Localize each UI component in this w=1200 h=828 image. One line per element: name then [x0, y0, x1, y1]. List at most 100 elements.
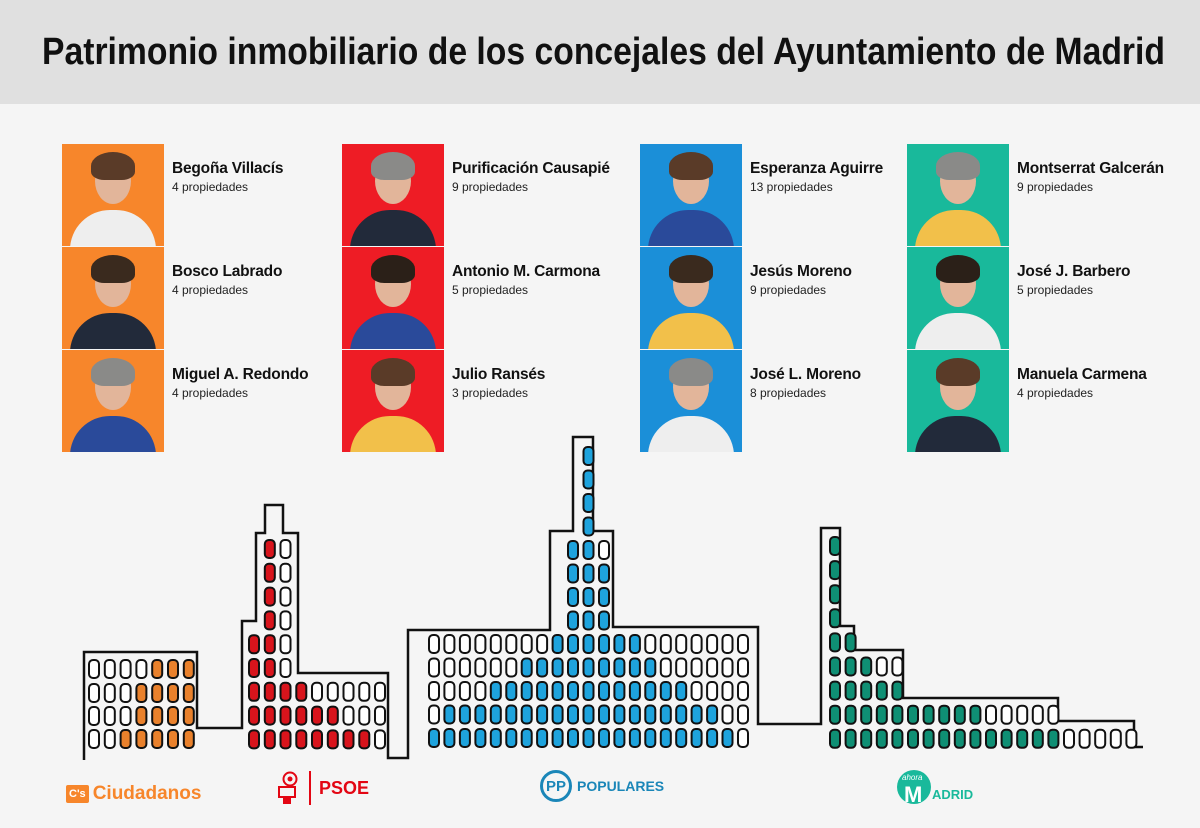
- window-filled: [151, 659, 164, 679]
- pp-building: [428, 446, 749, 748]
- window-empty: [644, 634, 657, 654]
- window-filled: [829, 560, 841, 581]
- window-empty: [489, 657, 502, 678]
- window-filled: [829, 680, 841, 701]
- councillor-photo: [62, 144, 164, 246]
- window-filled: [598, 681, 610, 701]
- window-filled: [263, 610, 276, 631]
- madrid-m-letter: M: [904, 782, 923, 807]
- window-empty: [1125, 728, 1138, 749]
- window-empty: [737, 634, 749, 654]
- councillor-name: Jesús Moreno: [750, 263, 852, 280]
- window-filled: [567, 728, 579, 748]
- window-filled: [443, 728, 456, 748]
- window-empty: [458, 681, 471, 701]
- window-filled: [582, 587, 595, 607]
- window-filled: [474, 728, 487, 748]
- window-filled: [891, 704, 904, 725]
- window-filled: [860, 656, 873, 677]
- councillor-card: Jesús Moreno 9 propiedades: [640, 247, 940, 351]
- councillor-card: Montserrat Galcerán 9 propiedades: [907, 144, 1200, 248]
- window-filled: [248, 705, 260, 726]
- window-filled: [520, 657, 533, 678]
- window-empty: [891, 656, 904, 677]
- window-empty: [474, 681, 487, 701]
- pp-badge: PP: [540, 770, 572, 802]
- pp-logo: PP POPULARES: [540, 770, 664, 802]
- window-filled: [167, 683, 179, 703]
- title-svg: Patrimonio inmobiliario de los concejale…: [42, 31, 1165, 73]
- window-empty: [342, 681, 355, 702]
- portrait-hair: [669, 358, 713, 386]
- councillor-photo: [640, 350, 742, 452]
- window-empty: [1063, 728, 1075, 749]
- window-filled: [829, 608, 841, 629]
- councillor-photo: [907, 350, 1009, 452]
- window-empty: [536, 634, 549, 654]
- window-filled: [520, 728, 533, 748]
- skyline-outline: [82, 435, 1143, 760]
- window-empty: [659, 657, 672, 678]
- ciudadanos-logo: C's Ciudadanos: [66, 783, 201, 805]
- window-filled: [551, 634, 564, 654]
- window-filled: [613, 634, 626, 654]
- window-filled: [182, 706, 195, 726]
- window-empty: [374, 705, 386, 726]
- window-filled: [248, 634, 260, 655]
- window-filled: [536, 704, 549, 725]
- window-filled: [119, 729, 132, 749]
- window-empty: [1078, 728, 1091, 749]
- window-filled: [953, 704, 966, 725]
- window-filled: [489, 728, 502, 748]
- window-empty: [737, 681, 749, 701]
- window-filled: [844, 728, 857, 749]
- window-filled: [458, 704, 471, 725]
- window-filled: [567, 657, 579, 678]
- window-filled: [598, 704, 610, 725]
- window-filled: [582, 540, 595, 560]
- councillor-name: Bosco Labrado: [172, 263, 283, 280]
- window-empty: [279, 586, 292, 607]
- window-filled: [263, 586, 276, 607]
- window-filled: [567, 587, 579, 607]
- window-filled: [613, 704, 626, 725]
- window-empty: [690, 634, 703, 654]
- window-empty: [520, 634, 533, 654]
- councillor-properties: 9 propiedades: [1017, 180, 1094, 194]
- window-filled: [613, 681, 626, 701]
- window-filled: [505, 681, 518, 701]
- window-empty: [428, 681, 440, 701]
- councillor-name: Begoña Villacís: [172, 160, 284, 177]
- councillor-photo: [62, 247, 164, 349]
- portrait-hair: [936, 358, 980, 386]
- window-filled: [829, 656, 841, 677]
- window-filled: [938, 728, 951, 749]
- window-empty: [358, 705, 371, 726]
- window-filled: [520, 681, 533, 701]
- window-filled: [182, 659, 195, 679]
- window-empty: [428, 657, 440, 678]
- window-empty: [279, 539, 292, 559]
- window-filled: [151, 706, 164, 726]
- window-filled: [311, 729, 323, 750]
- window-filled: [567, 704, 579, 725]
- window-empty: [103, 659, 116, 679]
- window-filled: [659, 728, 672, 748]
- page-title: Patrimonio inmobiliario de los concejale…: [42, 31, 1165, 73]
- councillor-name: Esperanza Aguirre: [750, 160, 883, 177]
- window-empty: [358, 681, 371, 702]
- window-empty: [659, 634, 672, 654]
- window-filled: [582, 493, 595, 513]
- window-filled: [985, 728, 997, 749]
- window-filled: [567, 563, 579, 584]
- window-filled: [567, 540, 579, 560]
- window-filled: [860, 704, 873, 725]
- window-filled: [182, 683, 195, 703]
- portrait-hair: [91, 358, 135, 386]
- councillor-properties: 5 propiedades: [1017, 283, 1094, 297]
- councillor-card: Miguel A. Redondo 4 propiedades: [62, 350, 362, 454]
- window-empty: [706, 657, 719, 678]
- window-filled: [536, 728, 549, 748]
- window-filled: [248, 729, 260, 750]
- window-filled: [151, 729, 164, 749]
